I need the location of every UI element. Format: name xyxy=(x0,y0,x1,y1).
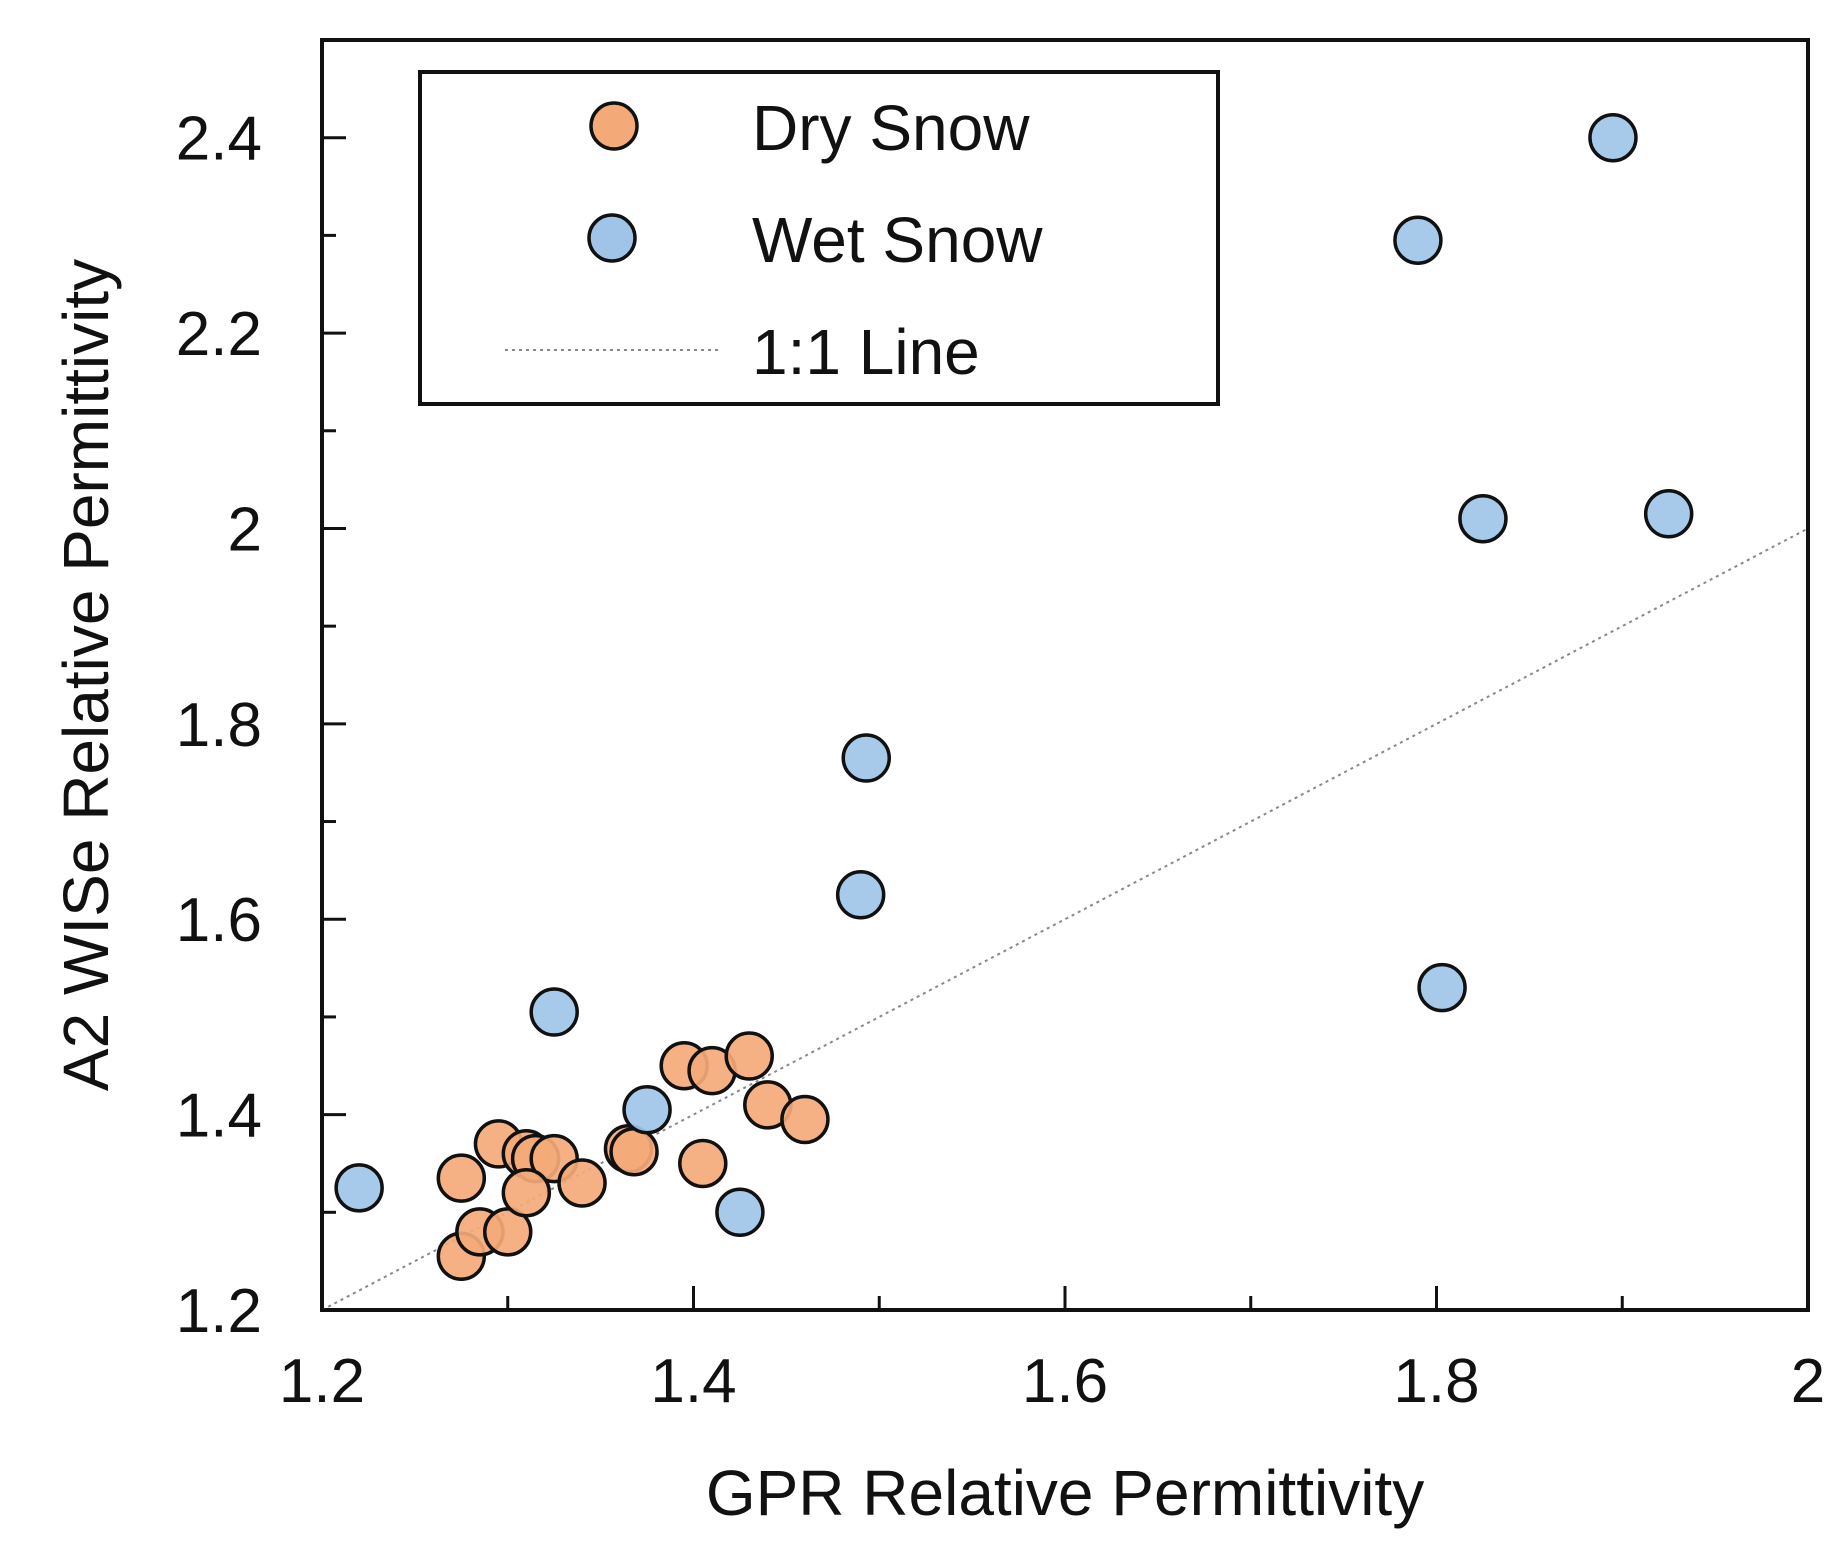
dry-snow-point xyxy=(436,1153,487,1203)
legend-box xyxy=(418,70,1220,406)
legend-wet-snow-marker xyxy=(587,213,637,263)
x-tick-label: 1.6 xyxy=(1022,1347,1108,1416)
dry-snow-point xyxy=(678,1138,728,1189)
dry-snow-point xyxy=(780,1094,830,1145)
data-points xyxy=(334,112,1694,1282)
legend-dry-snow-marker xyxy=(589,101,639,151)
dry-snow-point xyxy=(724,1031,774,1081)
wet-snow-point xyxy=(1458,493,1508,544)
x-axis-title: GPR Relative Permittivity xyxy=(706,1457,1424,1529)
legend-wet-snow-label: Wet Snow xyxy=(752,204,1043,276)
dry-snow-point xyxy=(501,1168,552,1218)
x-tick-label: 1.4 xyxy=(650,1347,736,1416)
y-tick-label: 2.4 xyxy=(176,105,262,174)
wet-snow-point xyxy=(622,1084,672,1135)
wet-snow-point xyxy=(1417,962,1467,1013)
y-axis-title: A2 WISe Relative Permittivity xyxy=(50,259,122,1091)
legend: Dry Snow Wet Snow 1:1 Line xyxy=(418,70,1220,406)
wet-snow-point xyxy=(1588,112,1638,163)
wet-snow-point xyxy=(715,1187,765,1238)
y-tick-label: 1.8 xyxy=(176,691,262,760)
axis-ticks xyxy=(320,136,1810,1312)
wet-snow-point xyxy=(529,987,579,1037)
dry-snow-point xyxy=(609,1126,659,1177)
y-tick-label: 2.2 xyxy=(176,300,262,369)
legend-line-label: 1:1 Line xyxy=(752,316,980,388)
legend-dry-snow-label: Dry Snow xyxy=(752,92,1030,164)
wet-snow-point xyxy=(334,1163,384,1213)
x-tick-label: 1.8 xyxy=(1393,1347,1479,1416)
wet-snow-point xyxy=(835,870,886,920)
wet-snow-point xyxy=(841,733,891,783)
wet-snow-point xyxy=(1643,489,1694,539)
y-tick-label: 1.4 xyxy=(176,1082,262,1151)
y-tick-label: 2 xyxy=(228,495,262,564)
wet-snow-point xyxy=(1393,215,1443,266)
dry-snow-point xyxy=(557,1158,607,1208)
y-tick-label: 1.2 xyxy=(176,1277,262,1346)
x-tick-label: 1.2 xyxy=(279,1347,365,1416)
y-tick-label: 1.6 xyxy=(176,886,262,955)
x-tick-label: 2 xyxy=(1791,1347,1825,1416)
axis-tick-labels: 1.2 1.4 1.6 1.8 2 1.2 1.4 1.6 1.8 2 2.2 2.4 xyxy=(176,105,1825,1416)
